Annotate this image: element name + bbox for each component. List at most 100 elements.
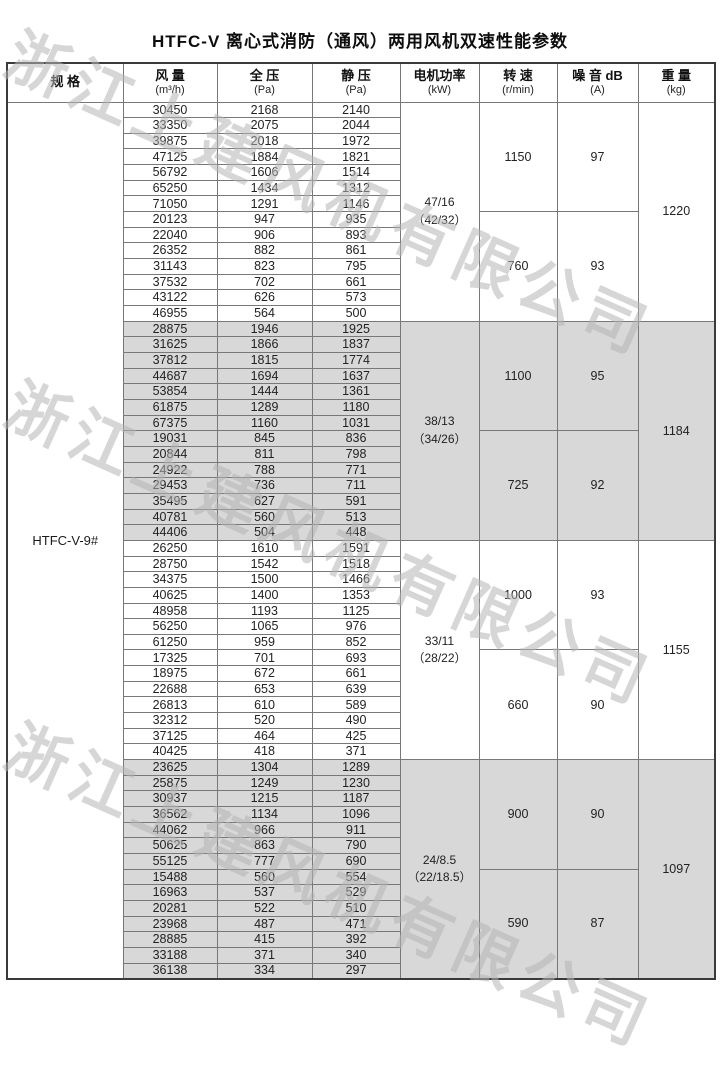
column-header-5: 转 速 (r/min) bbox=[478, 62, 558, 103]
airflow-cell: 33188 bbox=[122, 946, 218, 964]
airflow-cell: 40625 bbox=[122, 586, 218, 604]
total-pressure-cell: 906 bbox=[216, 226, 313, 244]
airflow-cell: 32312 bbox=[122, 712, 218, 729]
table-row: 44062 966 911 bbox=[7, 821, 715, 839]
total-pressure-cell: 2018 bbox=[216, 132, 313, 150]
static-pressure-cell: 2044 bbox=[311, 117, 401, 134]
airflow-cell: 26813 bbox=[122, 696, 218, 714]
speed-cell: 725 bbox=[478, 430, 558, 541]
airflow-cell: 71050 bbox=[122, 195, 218, 213]
total-pressure-cell: 1134 bbox=[216, 806, 313, 823]
static-pressure-cell: 1821 bbox=[311, 148, 401, 166]
table-row: 37812 1815 1774 bbox=[7, 352, 715, 369]
total-pressure-cell: 701 bbox=[216, 649, 313, 667]
total-pressure-cell: 627 bbox=[216, 492, 313, 510]
total-pressure-cell: 610 bbox=[216, 696, 313, 714]
airflow-cell: 23625 bbox=[122, 759, 218, 776]
table-row: 18975 672 661 bbox=[7, 665, 715, 682]
total-pressure-cell: 564 bbox=[216, 305, 313, 322]
static-pressure-cell: 1774 bbox=[311, 352, 401, 369]
performance-table: 规 格风 量 (m³/h) 全 压 (Pa) 静 压 (Pa) 电机功率 (kW) 转 速 (r/… bbox=[6, 62, 716, 980]
airflow-cell: 20123 bbox=[122, 211, 218, 228]
total-pressure-cell: 1815 bbox=[216, 352, 313, 369]
airflow-cell: 61250 bbox=[122, 633, 218, 651]
table-row: 43122 626 573 bbox=[7, 289, 715, 307]
total-pressure-cell: 1694 bbox=[216, 367, 313, 385]
airflow-cell: 31625 bbox=[122, 336, 218, 353]
airflow-cell: 53854 bbox=[122, 383, 218, 400]
airflow-cell: 31143 bbox=[122, 258, 218, 275]
static-pressure-cell: 795 bbox=[311, 258, 401, 275]
total-pressure-cell: 418 bbox=[216, 743, 313, 761]
total-pressure-cell: 1291 bbox=[216, 195, 313, 213]
static-pressure-cell: 1466 bbox=[311, 571, 401, 588]
table-row: 55125 777 690 bbox=[7, 853, 715, 870]
total-pressure-cell: 672 bbox=[216, 665, 313, 682]
airflow-cell: 48958 bbox=[122, 602, 218, 620]
total-pressure-cell: 1434 bbox=[216, 179, 313, 197]
table-row: HTFC-V-9# 30450 2168 2140 47/16 （42/32） 1150 97… bbox=[6, 101, 716, 980]
airflow-cell: 22688 bbox=[122, 680, 218, 698]
motor-power-cell: 33/11 （28/22） bbox=[399, 539, 480, 761]
static-pressure-cell: 1289 bbox=[311, 759, 401, 776]
static-pressure-cell: 1925 bbox=[311, 320, 401, 338]
static-pressure-cell: 1361 bbox=[311, 383, 401, 400]
table-row: 22688 653 639 bbox=[7, 680, 715, 698]
table-row: 40781 560 513 bbox=[7, 508, 715, 526]
total-pressure-cell: 1215 bbox=[216, 790, 313, 808]
column-header-0: 规 格 bbox=[6, 62, 124, 103]
total-pressure-cell: 863 bbox=[216, 837, 313, 854]
total-pressure-cell: 537 bbox=[216, 884, 313, 901]
airflow-cell: 37125 bbox=[122, 727, 218, 745]
static-pressure-cell: 790 bbox=[311, 837, 401, 854]
static-pressure-cell: 1514 bbox=[311, 164, 401, 181]
performance-table-wrapper: 规 格风 量 (m³/h) 全 压 (Pa) 静 压 (Pa) 电机功率 (kW) 转 速 (r/… bbox=[6, 62, 716, 980]
airflow-cell: 61875 bbox=[122, 398, 218, 416]
speed-cell: 590 bbox=[478, 868, 558, 980]
total-pressure-cell: 1866 bbox=[216, 336, 313, 353]
airflow-cell: 34375 bbox=[122, 571, 218, 588]
table-row: 20123 947 935 760 93 bbox=[7, 211, 715, 322]
total-pressure-cell: 2075 bbox=[216, 117, 313, 134]
table-row: 61250 959 852 bbox=[7, 633, 715, 651]
total-pressure-cell: 1444 bbox=[216, 383, 313, 400]
total-pressure-cell: 626 bbox=[216, 289, 313, 307]
speed-cell: 1100 bbox=[478, 320, 558, 432]
table-row: 23968 487 471 bbox=[7, 915, 715, 933]
airflow-cell: 28750 bbox=[122, 555, 218, 573]
table-row: 23625 1304 1289 24/8.5 （22/18.5） 900 90 1097 bbox=[7, 759, 716, 980]
static-pressure-cell: 297 bbox=[311, 962, 401, 980]
airflow-cell: 65250 bbox=[122, 179, 218, 197]
table-row: 48958 1193 1125 bbox=[7, 602, 715, 620]
column-header-3: 静 压 (Pa) bbox=[311, 62, 401, 103]
static-pressure-cell: 371 bbox=[311, 743, 401, 761]
static-pressure-cell: 661 bbox=[311, 273, 401, 291]
noise-cell: 90 bbox=[556, 759, 639, 870]
total-pressure-cell: 1249 bbox=[216, 774, 313, 792]
static-pressure-cell: 1146 bbox=[311, 195, 401, 213]
speed-cell: 1150 bbox=[478, 101, 558, 213]
static-pressure-cell: 893 bbox=[311, 226, 401, 244]
static-pressure-cell: 1096 bbox=[311, 806, 401, 823]
table-row: 19031 845 836 725 92 bbox=[7, 430, 715, 541]
static-pressure-cell: 639 bbox=[311, 680, 401, 698]
total-pressure-cell: 2168 bbox=[216, 101, 313, 119]
static-pressure-cell: 448 bbox=[311, 524, 401, 541]
weight-cell: 1184 bbox=[637, 320, 716, 541]
total-pressure-cell: 522 bbox=[216, 899, 313, 917]
total-pressure-cell: 811 bbox=[216, 445, 313, 463]
static-pressure-cell: 392 bbox=[311, 931, 401, 948]
static-pressure-cell: 1837 bbox=[311, 336, 401, 353]
static-pressure-cell: 513 bbox=[311, 508, 401, 526]
static-pressure-cell: 2140 bbox=[311, 101, 401, 119]
table-row: 33188 371 340 bbox=[7, 946, 715, 964]
speed-cell: 900 bbox=[478, 759, 558, 870]
total-pressure-cell: 882 bbox=[216, 242, 313, 260]
weight-cell: 1097 bbox=[637, 759, 716, 980]
airflow-cell: 55125 bbox=[122, 853, 218, 870]
airflow-cell: 43122 bbox=[122, 289, 218, 307]
noise-cell: 92 bbox=[556, 430, 639, 541]
total-pressure-cell: 959 bbox=[216, 633, 313, 651]
table-row: 20281 522 510 bbox=[7, 899, 715, 917]
airflow-cell: 20844 bbox=[122, 445, 218, 463]
